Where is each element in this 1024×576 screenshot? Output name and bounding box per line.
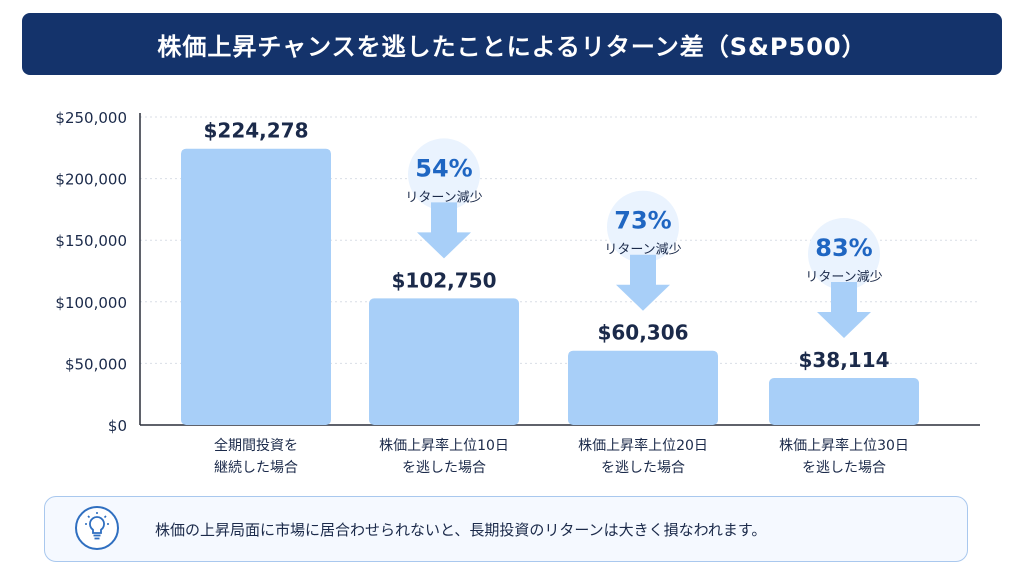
bar	[369, 298, 519, 425]
y-tick-label: $50,000	[65, 355, 127, 373]
x-tick-label: を逃した場合	[601, 460, 685, 476]
y-tick-label: $200,000	[55, 171, 127, 189]
note-box: 株価の上昇局面に市場に居合わせられないと、長期投資のリターンは大きく損なわれます…	[44, 496, 968, 562]
y-tick-label: $250,000	[55, 109, 127, 127]
reduction-percent: 54%	[415, 154, 472, 182]
x-tick-label: 株価上昇率上位30日	[779, 437, 909, 454]
x-tick-label: を逃した場合	[402, 460, 486, 476]
x-tick-label: 全期間投資を	[214, 437, 298, 454]
bar	[568, 350, 718, 425]
bar	[181, 148, 331, 425]
reduction-label: リターン減少	[604, 242, 681, 258]
down-arrow-icon	[616, 254, 670, 311]
y-tick-label: $100,000	[55, 294, 127, 312]
x-tick-label: を逃した場合	[802, 460, 886, 476]
x-tick-label: 株価上昇率上位20日	[578, 437, 708, 454]
data-label: $38,114	[798, 348, 889, 372]
chart-title: 株価上昇チャンスを逃したことによるリターン差（S&P500）	[157, 32, 867, 61]
note-text: 株価の上昇局面に市場に居合わせられないと、長期投資のリターンは大きく損なわれます…	[155, 521, 767, 539]
lightbulb-icon	[75, 506, 119, 550]
data-label: $102,750	[391, 268, 496, 292]
y-tick-label: $150,000	[55, 232, 127, 250]
down-arrow-icon	[417, 202, 471, 259]
x-tick-label: 株価上昇率上位10日	[379, 437, 509, 454]
title-bar: 株価上昇チャンスを逃したことによるリターン差（S&P500）	[22, 13, 1002, 75]
down-arrow-icon	[817, 282, 871, 339]
bar	[769, 378, 919, 425]
data-label: $224,278	[203, 119, 308, 143]
reduction-badge	[808, 218, 880, 291]
x-tick-label: 継続した場合	[214, 459, 298, 476]
data-label: $60,306	[597, 321, 688, 345]
y-tick-label: $0	[108, 417, 127, 435]
reduction-badge	[408, 138, 480, 211]
reduction-label: リターン減少	[405, 189, 482, 205]
reduction-percent: 83%	[815, 234, 872, 262]
reduction-label: リターン減少	[805, 269, 882, 285]
reduction-percent: 73%	[614, 207, 671, 235]
reduction-badge	[607, 190, 679, 263]
